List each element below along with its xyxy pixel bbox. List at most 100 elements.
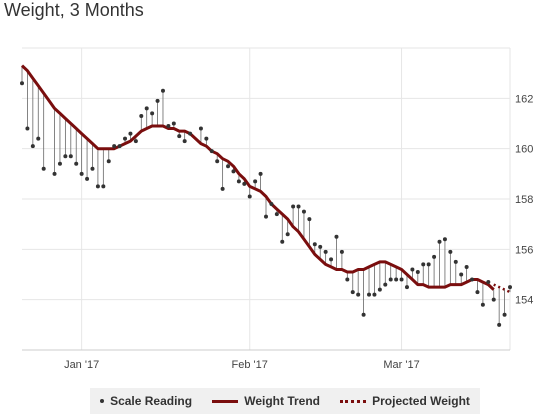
scale-reading-point [209, 149, 214, 154]
scale-reading-point [85, 176, 90, 181]
legend-item-projected-weight[interactable]: Projected Weight [340, 394, 470, 408]
scale-reading-point [253, 179, 258, 184]
scale-reading-point [123, 136, 128, 141]
scale-reading-marker-icon [100, 399, 105, 403]
scale-reading-point [345, 277, 350, 282]
scale-reading-point [144, 106, 149, 111]
reading-stems [21, 65, 511, 325]
scale-reading-point [106, 159, 111, 164]
scale-reading-point [20, 81, 24, 86]
scale-reading-point [480, 302, 485, 307]
scale-reading-point [280, 239, 285, 244]
scale-reading-point [421, 262, 426, 267]
scale-reading-point [220, 186, 225, 191]
scale-reading-point [410, 267, 415, 272]
legend-label-scale-reading: Scale Reading [110, 394, 193, 408]
scale-reading-point [426, 262, 431, 267]
scale-readings [20, 81, 512, 327]
scale-reading-point [41, 166, 46, 171]
scale-reading-point [204, 136, 209, 141]
scale-reading-point [296, 204, 301, 209]
legend-item-scale-reading[interactable]: Scale Reading [100, 394, 192, 408]
scale-reading-point [36, 136, 41, 141]
scale-reading-point [30, 144, 35, 149]
scale-reading-point [367, 292, 372, 297]
scale-reading-point [432, 254, 437, 259]
weight-trend-path [20, 64, 495, 291]
scale-reading-point [470, 277, 475, 282]
scale-reading-point [90, 166, 95, 171]
scale-reading-point [388, 277, 393, 282]
scale-reading-point [437, 239, 442, 244]
scale-reading-point [160, 88, 165, 93]
scale-reading-point [52, 171, 57, 176]
scale-reading-point [139, 113, 144, 118]
scale-reading-point [394, 277, 399, 282]
scale-reading-point [285, 232, 290, 237]
x-tick-label: Feb '17 [232, 359, 268, 371]
scale-reading-point [112, 144, 117, 149]
scale-reading-point [464, 264, 469, 269]
projected-weight-path [493, 283, 511, 294]
x-tick-label: Jan '17 [64, 359, 99, 371]
scale-reading-point [339, 249, 344, 254]
scale-reading-point [404, 285, 409, 290]
scale-reading-point [95, 184, 100, 189]
scale-reading-point [25, 126, 30, 131]
scale-reading-point [475, 290, 480, 295]
legend-item-weight-trend[interactable]: Weight Trend [212, 394, 320, 408]
weight-trend-line-icon [212, 399, 239, 403]
scale-reading-point [188, 131, 193, 136]
scale-reading-point [74, 161, 79, 166]
scale-reading-point [415, 269, 420, 274]
scale-reading-point [383, 282, 388, 287]
scale-reading-point [291, 204, 296, 209]
scale-reading-point [301, 209, 306, 214]
scale-reading-point [442, 237, 447, 242]
weight-trend-line [20, 64, 511, 294]
scale-reading-point [448, 249, 453, 254]
scale-reading-point [177, 134, 182, 139]
projected-weight-line-icon [340, 399, 367, 403]
y-tick-label: 156 [515, 244, 533, 256]
scale-reading-point [399, 277, 404, 282]
scale-reading-point [236, 179, 241, 184]
scale-reading-point [63, 154, 68, 159]
scale-reading-point [377, 287, 382, 292]
scale-reading-point [258, 171, 263, 176]
scale-reading-point [459, 272, 464, 277]
scale-reading-point [155, 98, 160, 103]
scale-reading-point [226, 164, 231, 169]
scale-reading-point [231, 169, 236, 174]
scale-reading-point [307, 217, 312, 222]
scale-reading-point [171, 121, 176, 126]
scale-reading-point [57, 161, 62, 166]
scale-reading-point [356, 292, 361, 297]
x-axis-ticks: Jan '17 Feb '17 Mar '17 [64, 359, 420, 371]
weight-chart: Jan '17 Feb '17 Mar '17 154 156 158 160 162 [20, 47, 533, 371]
y-tick-label: 158 [515, 194, 533, 206]
scale-reading-point [166, 124, 171, 129]
scale-reading-point [350, 290, 355, 295]
scale-reading-point [372, 292, 377, 297]
scale-reading-point [68, 154, 73, 159]
scale-reading-point [128, 131, 133, 136]
scale-reading-point [269, 202, 274, 207]
scale-reading-point [361, 312, 366, 317]
legend-label-weight-trend: Weight Trend [244, 394, 320, 408]
scale-reading-point [323, 249, 328, 254]
scale-reading-point [453, 259, 458, 264]
scale-reading-point [486, 280, 491, 285]
y-tick-label: 154 [515, 295, 533, 307]
scale-reading-point [264, 214, 268, 219]
scale-reading-point [242, 181, 247, 186]
scale-reading-point [247, 194, 252, 199]
scale-reading-point [491, 297, 496, 302]
scale-reading-point [215, 159, 220, 164]
scale-reading-point [334, 234, 339, 239]
scale-reading-point [133, 139, 138, 144]
scale-reading-point [101, 184, 106, 189]
legend: Scale Reading Weight Trend Projected Wei… [90, 388, 480, 414]
chart-title: Weight, 3 Months [4, 0, 144, 20]
y-axis-ticks: 154 156 158 160 162 [515, 93, 533, 306]
